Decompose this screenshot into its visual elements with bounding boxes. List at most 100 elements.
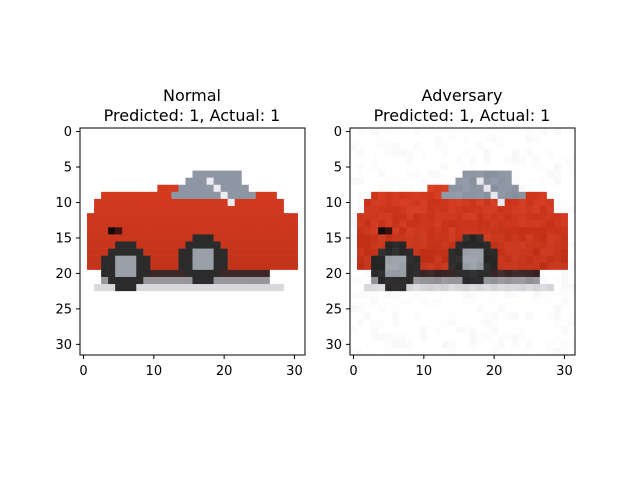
image-pixel [178, 241, 186, 249]
image-pixel [136, 220, 144, 228]
image-pixel [434, 347, 442, 356]
image-pixel [518, 191, 527, 200]
image-pixel [157, 269, 165, 278]
image-pixel [539, 156, 548, 164]
image-pixel [350, 284, 358, 292]
image-pixel [483, 184, 491, 193]
image-pixel [206, 191, 214, 200]
image-pixel [413, 184, 421, 193]
image-pixel [241, 163, 250, 171]
image-pixel [434, 135, 442, 143]
image-pixel [143, 340, 151, 349]
image-pixel [213, 291, 221, 299]
image-pixel [441, 248, 449, 256]
image-pixel [546, 135, 555, 143]
image-pixel [490, 347, 498, 356]
image-pixel [115, 284, 123, 292]
image-pixel [413, 333, 421, 342]
image-pixel [213, 198, 221, 207]
image-pixel [129, 248, 137, 256]
image-pixel [462, 241, 470, 249]
image-pixel [262, 248, 271, 256]
image-pixel [434, 255, 442, 264]
image-pixel [553, 191, 562, 200]
image-pixel [178, 135, 186, 143]
image-pixel [192, 291, 200, 299]
image-pixel [185, 305, 193, 313]
image-pixel [357, 291, 365, 299]
image-pixel [276, 276, 285, 285]
image-pixel [101, 156, 109, 164]
y-tick-label: 15 [325, 231, 342, 246]
image-pixel [255, 149, 264, 157]
image-pixel [504, 284, 513, 292]
image-pixel [199, 234, 207, 242]
image-pixel [378, 198, 386, 207]
image-pixel [399, 298, 407, 306]
image-pixel [504, 142, 513, 150]
image-pixel [567, 276, 576, 285]
image-pixel [157, 255, 165, 264]
image-pixel [122, 128, 130, 136]
image-pixel [532, 291, 541, 299]
image-pixel [185, 213, 193, 221]
image-pixel [357, 142, 365, 150]
image-pixel [276, 213, 285, 221]
image-pixel [192, 142, 200, 150]
image-pixel [392, 191, 400, 200]
image-pixel [283, 198, 292, 207]
image-pixel [185, 234, 193, 242]
image-pixel [441, 163, 449, 171]
image-pixel [192, 184, 200, 193]
x-tick-label: 0 [79, 364, 87, 379]
image-pixel [518, 347, 527, 356]
image-pixel [469, 213, 477, 221]
image-pixel [483, 128, 491, 136]
image-pixel [115, 128, 123, 136]
image-pixel [157, 227, 165, 235]
image-pixel [241, 312, 250, 320]
image-pixel [567, 284, 576, 292]
image-pixel [434, 177, 442, 186]
image-pixel [406, 142, 414, 150]
image-pixel [80, 234, 88, 242]
image-pixel [255, 248, 264, 256]
image-pixel [462, 213, 470, 221]
image-pixel [262, 177, 271, 186]
image-pixel [539, 347, 548, 356]
image-pixel [406, 312, 414, 320]
image-pixel [108, 262, 116, 271]
image-pixel [518, 269, 527, 278]
image-pixel [567, 312, 576, 320]
image-pixel [150, 149, 158, 157]
image-pixel [371, 163, 379, 171]
image-pixel [227, 206, 235, 214]
image-pixel [448, 142, 456, 150]
image-pixel [234, 163, 243, 171]
image-pixel [441, 227, 449, 235]
image-pixel [532, 149, 541, 157]
image-pixel [532, 284, 541, 292]
image-pixel [420, 298, 428, 306]
image-pixel [364, 156, 372, 164]
image-pixel [192, 347, 200, 356]
image-pixel [108, 206, 116, 214]
image-pixel [413, 191, 421, 200]
image-pixel [150, 255, 158, 264]
image-pixel [371, 241, 379, 249]
image-pixel [290, 206, 299, 214]
image-pixel [532, 128, 541, 136]
image-pixel [115, 135, 123, 143]
image-pixel [378, 128, 386, 136]
image-pixel [364, 319, 372, 327]
image-pixel [553, 262, 562, 271]
image-pixel [560, 340, 569, 349]
image-pixel [262, 284, 271, 292]
image-pixel [115, 149, 123, 157]
image-pixel [476, 170, 484, 178]
image-pixel [80, 191, 88, 200]
image-pixel [490, 135, 498, 143]
image-pixel [490, 163, 498, 171]
image-pixel [504, 291, 513, 299]
panel-normal-image [80, 128, 306, 356]
